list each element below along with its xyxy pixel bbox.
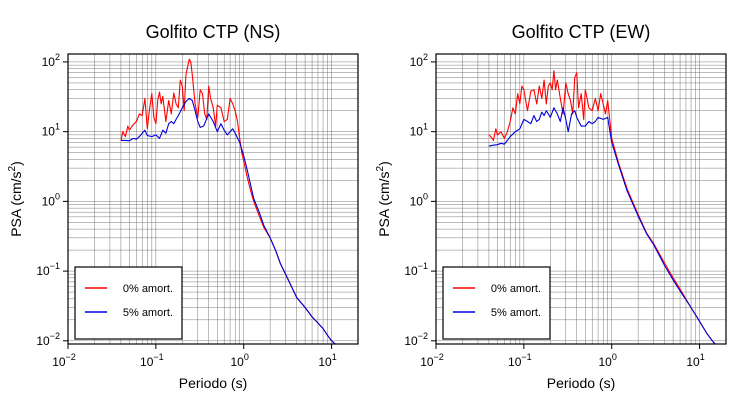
x-axis-label: Periodo (s) bbox=[547, 375, 615, 391]
legend-label: 0% amort. bbox=[123, 283, 173, 295]
y-tick-label: 102 bbox=[42, 52, 60, 69]
plot-frame bbox=[67, 53, 359, 345]
x-tick-label: 10−2 bbox=[420, 352, 444, 369]
x-tick-label: 100 bbox=[231, 352, 249, 369]
y-tick-label: 101 bbox=[410, 122, 428, 139]
y-tick-label: 10−2 bbox=[36, 331, 60, 348]
y-tick-label: 101 bbox=[42, 122, 60, 139]
y-tick-label: 100 bbox=[410, 191, 428, 208]
x-tick-label: 101 bbox=[686, 352, 704, 369]
y-tick-label: 10−2 bbox=[404, 331, 428, 348]
x-tick-label: 10−1 bbox=[140, 352, 164, 369]
x-tick-label: 100 bbox=[599, 352, 617, 369]
series-line-undamped bbox=[488, 70, 716, 345]
y-tick-label: 10−1 bbox=[404, 261, 428, 278]
plot-frame bbox=[435, 53, 727, 345]
chart-title: Golfito CTP (NS) bbox=[146, 22, 281, 42]
x-tick-label: 10−1 bbox=[508, 352, 532, 369]
legend-label: 5% amort. bbox=[491, 307, 541, 319]
legend-label: 5% amort. bbox=[123, 307, 173, 319]
y-tick-label: 100 bbox=[42, 191, 60, 208]
panel-1: 10−2 10−1 100 101 10−2 10−1 100 101 102 Golfito C… bbox=[7, 22, 359, 391]
y-tick-label: 102 bbox=[410, 52, 428, 69]
series-line-damped bbox=[488, 107, 716, 345]
legend: 0% amort. 5% amort. bbox=[442, 266, 551, 340]
x-tick-label: 101 bbox=[318, 352, 336, 369]
y-axis-label: PSA (cm/s2) bbox=[7, 161, 24, 237]
legend-box bbox=[442, 266, 551, 340]
y-tick-label: 10−1 bbox=[36, 261, 60, 278]
legend-box bbox=[74, 266, 183, 340]
legend: 0% amort. 5% amort. bbox=[74, 266, 183, 340]
series-line-damped bbox=[120, 97, 336, 345]
x-tick-label: 10−2 bbox=[52, 352, 76, 369]
legend-label: 0% amort. bbox=[491, 283, 541, 295]
panel-2: 10−2 10−1 100 101 10−2 10−1 100 101 102 Golfito C… bbox=[375, 22, 727, 391]
chart-title: Golfito CTP (EW) bbox=[512, 22, 651, 42]
y-axis-label: PSA (cm/s2) bbox=[375, 161, 392, 237]
x-axis-label: Periodo (s) bbox=[179, 375, 247, 391]
